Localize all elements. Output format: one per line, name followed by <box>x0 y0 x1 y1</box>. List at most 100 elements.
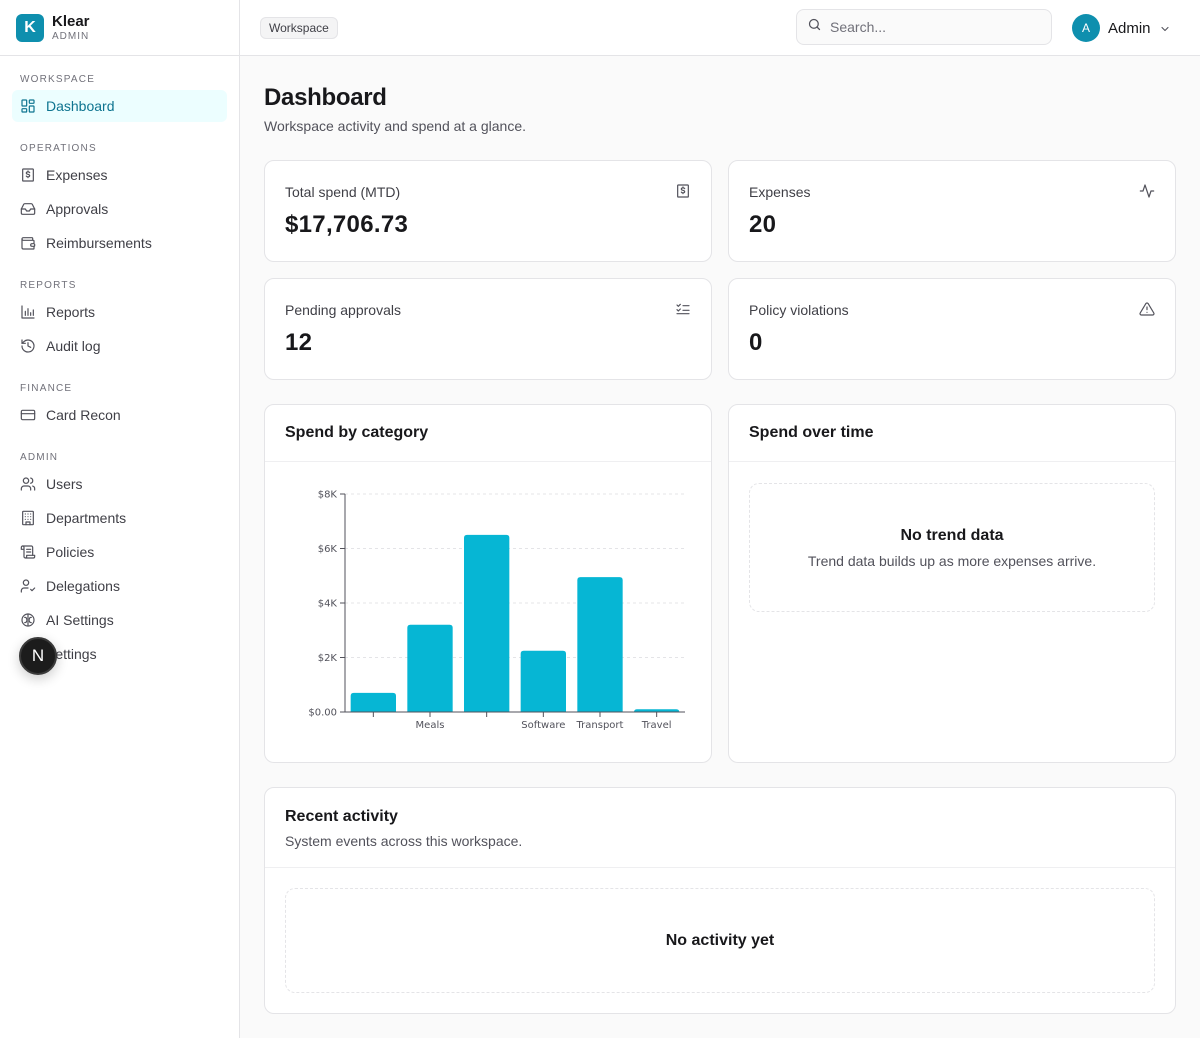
scroll-icon <box>20 544 36 560</box>
sidebar-item-reimbursements[interactable]: Reimbursements <box>12 227 227 259</box>
sidebar-item-label: Approvals <box>46 201 109 217</box>
sidebar-item-label: Settings <box>46 646 97 662</box>
trend-empty-state: No trend data Trend data builds up as mo… <box>749 483 1155 612</box>
page-subtitle: Workspace activity and spend at a glance… <box>264 118 527 134</box>
brand[interactable]: K Klear ADMIN <box>0 0 239 56</box>
receipt-icon <box>20 167 36 183</box>
history-icon <box>20 338 36 354</box>
overlay-n-badge[interactable]: N <box>19 637 57 675</box>
sidebar-item-label: Audit log <box>46 338 101 354</box>
bar[interactable] <box>464 534 510 712</box>
stat-card-total-spend: Total spend (MTD) $17,706.73 <box>264 160 712 262</box>
card-subtitle: System events across this workspace. <box>285 833 523 849</box>
stat-value: 0 <box>749 329 763 356</box>
user-check-icon <box>20 578 36 594</box>
stat-label: Total spend (MTD) <box>285 184 401 200</box>
bar[interactable] <box>407 624 453 712</box>
stat-card-pending-approvals: Pending approvals 12 <box>264 278 712 380</box>
sidebar-item-label: Card Recon <box>46 407 121 423</box>
sidebar-item-users[interactable]: Users <box>12 468 227 500</box>
activity-icon <box>1139 183 1155 199</box>
inbox-icon <box>20 201 36 217</box>
y-tick-label: $0.00 <box>308 708 337 719</box>
nav-section-title: REPORTS <box>20 280 77 291</box>
brain-icon <box>20 612 36 628</box>
empty-title: No trend data <box>900 527 1004 544</box>
nav-section-title: WORKSPACE <box>20 74 96 85</box>
x-tick-label: Meals <box>416 720 445 731</box>
sidebar-item-departments[interactable]: Departments <box>12 502 227 534</box>
brand-name: Klear <box>52 13 90 30</box>
bar[interactable] <box>520 650 566 712</box>
sidebar-item-label: AI Settings <box>46 612 114 628</box>
search-input[interactable] <box>830 19 1030 35</box>
y-tick-label: $8K <box>318 490 338 501</box>
user-menu[interactable]: A Admin <box>1072 14 1171 42</box>
stat-label: Expenses <box>749 184 811 200</box>
sidebar-item-policies[interactable]: Policies <box>12 536 227 568</box>
stat-value: 20 <box>749 211 777 238</box>
sidebar-item-ai-settings[interactable]: AI Settings <box>12 604 227 636</box>
sidebar-item-label: Users <box>46 476 83 492</box>
nav-section-title: FINANCE <box>20 383 73 394</box>
sidebar-item-label: Reports <box>46 304 96 320</box>
list-checks-icon <box>675 301 691 317</box>
sidebar-item-label: Dashboard <box>46 98 115 114</box>
sidebar-item-delegations[interactable]: Delegations <box>12 570 227 602</box>
bar[interactable] <box>577 577 623 712</box>
bar[interactable] <box>350 692 396 712</box>
receipt-icon <box>675 183 691 199</box>
stat-label: Policy violations <box>749 302 849 318</box>
spend-over-time-card: Spend over time No trend data Trend data… <box>728 404 1176 763</box>
nav-section-title: ADMIN <box>20 452 59 463</box>
y-tick-label: $6K <box>318 544 338 555</box>
building-icon <box>20 510 36 526</box>
sidebar-item-reports[interactable]: Reports <box>12 296 227 328</box>
avatar: A <box>1072 14 1100 42</box>
sidebar-item-expenses[interactable]: Expenses <box>12 159 227 191</box>
sidebar-item-audit-log[interactable]: Audit log <box>12 330 227 362</box>
brand-role: ADMIN <box>52 31 90 42</box>
chevron-down-icon <box>1159 22 1171 34</box>
stat-value: $17,706.73 <box>285 211 409 238</box>
wallet-icon <box>20 235 36 251</box>
search-box[interactable] <box>796 9 1052 45</box>
sidebar-item-approvals[interactable]: Approvals <box>12 193 227 225</box>
x-tick-label: Software <box>521 720 565 731</box>
credit-card-icon <box>20 407 36 423</box>
card-title: Spend over time <box>749 424 874 441</box>
stat-label: Pending approvals <box>285 302 401 318</box>
dashboard-icon <box>20 98 36 114</box>
stat-card-expenses: Expenses 20 <box>728 160 1176 262</box>
sidebar-item-label: Departments <box>46 510 127 526</box>
sidebar-item-label: Expenses <box>46 167 108 183</box>
sidebar-item-label: Reimbursements <box>46 235 152 251</box>
x-tick-label: Transport <box>576 720 624 731</box>
card-title: Recent activity <box>285 808 398 825</box>
sidebar: K Klear ADMIN WORKSPACE Dashboard OPERATIO… <box>0 0 240 1038</box>
sidebar-item-card-recon[interactable]: Card Recon <box>12 399 227 431</box>
spend-bar-chart: $0.00 $2K $4K $6K $8K Meals Software Transport T… <box>308 490 685 731</box>
user-name: Admin <box>1108 19 1151 37</box>
recent-activity-card: Recent activity System events across thi… <box>264 787 1176 1014</box>
page-title: Dashboard <box>264 84 387 111</box>
workspace-badge: Workspace <box>260 17 338 39</box>
empty-description: Trend data builds up as more expenses ar… <box>807 553 1097 569</box>
bar-chart-icon <box>20 304 36 320</box>
activity-empty-state: No activity yet <box>285 888 1155 993</box>
stat-card-policy-violations: Policy violations 0 <box>728 278 1176 380</box>
sidebar-item-label: Policies <box>46 544 95 560</box>
x-tick-label: Travel <box>641 720 672 731</box>
brand-logo: K <box>16 13 44 42</box>
spend-by-category-card: Spend by category $0.00 $2K $4K $6K $8K Meals… <box>264 404 712 763</box>
empty-title: No activity yet <box>665 932 775 949</box>
nav-section-title: OPERATIONS <box>20 143 97 154</box>
alert-triangle-icon <box>1139 301 1155 317</box>
sidebar-nav: WORKSPACE Dashboard OPERATIONS Expenses Appr… <box>0 74 239 670</box>
card-title: Spend by category <box>285 424 429 441</box>
sidebar-item-dashboard[interactable]: Dashboard <box>12 90 227 122</box>
stat-value: 12 <box>285 329 313 356</box>
top-header: Workspace A Admin <box>240 0 1200 56</box>
y-tick-label: $4K <box>318 599 338 610</box>
search-icon <box>807 17 822 37</box>
